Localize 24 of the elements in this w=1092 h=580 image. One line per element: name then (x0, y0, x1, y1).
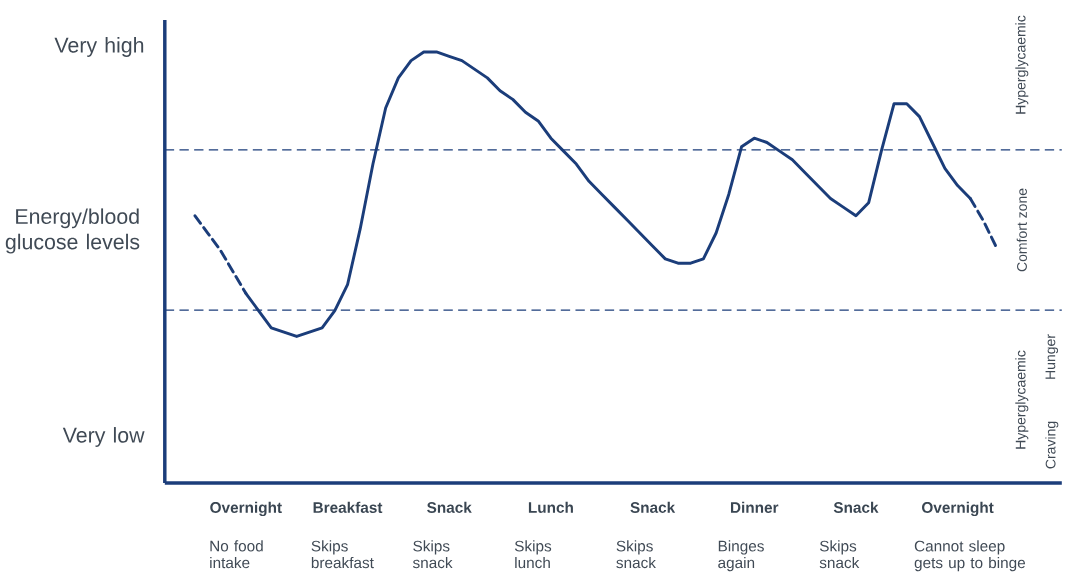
text: Craving (1045, 421, 1059, 469)
text: Hyperglycaemic (1015, 350, 1029, 449)
text: Skips lunch (514, 540, 552, 569)
x-tick-label: Snack (833, 501, 879, 513)
text: Skips breakfast (311, 540, 374, 569)
text: Very low (62, 427, 145, 447)
x-tick-label: Snack (630, 501, 676, 513)
x-tick-label: Overnight (210, 501, 282, 517)
x-tick-label: Overnight (922, 501, 994, 517)
text: Hunger (1045, 334, 1059, 379)
text: Very high (54, 37, 144, 57)
x-tick-label: Breakfast (313, 501, 383, 513)
text: Cannot sleep gets up to binge (914, 540, 1026, 572)
text: Comfort zone (1016, 188, 1027, 272)
y-axis-title: Energy/blood glucose levels (5, 208, 140, 254)
text: Skips snack (616, 540, 656, 569)
x-tick-label: Lunch (528, 501, 573, 513)
x-tick-label: Dinner (730, 501, 779, 513)
text: Skips snack (412, 540, 453, 569)
text: Binges again (718, 540, 764, 572)
text: Skips snack (819, 540, 860, 569)
x-tick-label: Snack (427, 501, 472, 513)
text: Hyperglycaemic (1015, 15, 1029, 114)
text: No food intake (210, 540, 263, 569)
